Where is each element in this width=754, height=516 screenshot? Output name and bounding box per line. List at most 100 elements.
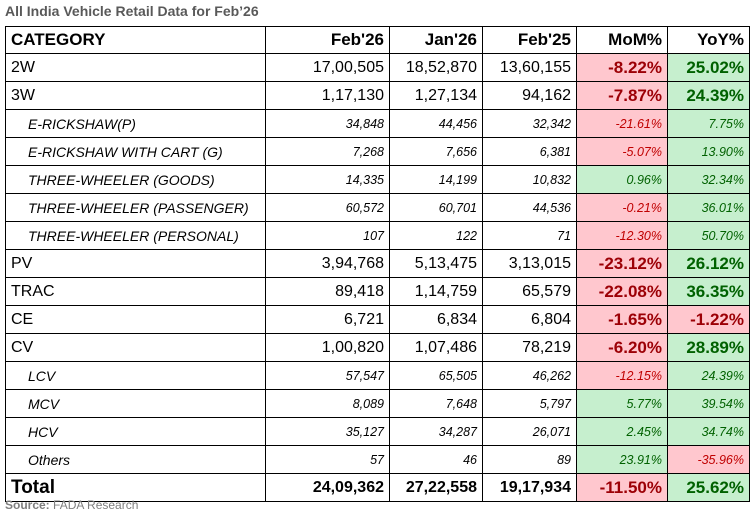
cell-feb26: 35,127: [265, 417, 390, 446]
table-row: MCV 8,089 7,648 5,797 5.77% 39.54%: [5, 389, 750, 418]
cell-mom: -22.08%: [576, 277, 668, 306]
cell-yoy: 32.34%: [667, 165, 750, 194]
cell-mom: -6.20%: [576, 333, 668, 362]
cell-yoy: 28.89%: [667, 333, 750, 362]
cell-feb26: 14,335: [265, 165, 390, 194]
cell-jan26: 5,13,475: [389, 249, 483, 278]
table-row: 2W 17,00,505 18,52,870 13,60,155 -8.22% 25.02…: [5, 53, 750, 82]
table-row: Others 57 46 89 23.91% -35.96%: [5, 445, 750, 474]
cell-yoy: 13.90%: [667, 137, 750, 166]
cell-feb26: 107: [265, 221, 390, 250]
cell-feb25: 94,162: [482, 81, 577, 110]
cell-mom: -1.65%: [576, 305, 668, 334]
cell-category: 2W: [5, 53, 266, 82]
retail-data-table: CATEGORY Feb'26 Jan'26 Feb'25 MoM% YoY% …: [5, 26, 750, 502]
cell-mom: -23.12%: [576, 249, 668, 278]
cell-mom: -5.07%: [576, 137, 668, 166]
cell-feb26: 89,418: [265, 277, 390, 306]
cell-feb25: 6,804: [482, 305, 577, 334]
cell-category: Total: [5, 473, 266, 502]
cell-mom: -11.50%: [576, 473, 668, 502]
header-jan26: Jan'26: [389, 26, 483, 54]
cell-jan26: 14,199: [389, 165, 483, 194]
cell-category: E-RICKSHAW(P): [5, 109, 266, 138]
cell-feb26: 24,09,362: [265, 473, 390, 502]
cell-mom: 23.91%: [576, 445, 668, 474]
cell-feb26: 17,00,505: [265, 53, 390, 82]
cell-mom: -0.21%: [576, 193, 668, 222]
source-text: FADA Research: [49, 498, 139, 512]
cell-yoy: 7.75%: [667, 109, 750, 138]
table-row: Total 24,09,362 27,22,558 19,17,934 -11.50% 2…: [5, 473, 750, 502]
cell-category: THREE-WHEELER (PASSENGER): [5, 193, 266, 222]
cell-mom: -8.22%: [576, 53, 668, 82]
table-row: HCV 35,127 34,287 26,071 2.45% 34.74%: [5, 417, 750, 446]
cell-category: 3W: [5, 81, 266, 110]
header-yoy: YoY%: [667, 26, 750, 54]
cell-category: THREE-WHEELER (GOODS): [5, 165, 266, 194]
cell-category: E-RICKSHAW WITH CART (G): [5, 137, 266, 166]
table-body: 2W 17,00,505 18,52,870 13,60,155 -8.22% 25.02…: [5, 53, 750, 502]
cell-category: TRAC: [5, 277, 266, 306]
cell-feb25: 26,071: [482, 417, 577, 446]
table-row: CE 6,721 6,834 6,804 -1.65% -1.22%: [5, 305, 750, 334]
cell-category: LCV: [5, 361, 266, 390]
cell-feb26: 34,848: [265, 109, 390, 138]
cell-jan26: 34,287: [389, 417, 483, 446]
cell-feb25: 65,579: [482, 277, 577, 306]
cell-feb26: 7,268: [265, 137, 390, 166]
cell-mom: -12.15%: [576, 361, 668, 390]
table-row: TRAC 89,418 1,14,759 65,579 -22.08% 36.35%: [5, 277, 750, 306]
cell-category: CV: [5, 333, 266, 362]
cell-mom: 2.45%: [576, 417, 668, 446]
cell-mom: -21.61%: [576, 109, 668, 138]
table-row: E-RICKSHAW(P) 34,848 44,456 32,342 -21.61% 7.…: [5, 109, 750, 138]
cell-feb25: 10,832: [482, 165, 577, 194]
source-label: Source:: [5, 498, 50, 512]
cell-jan26: 60,701: [389, 193, 483, 222]
cell-mom: -12.30%: [576, 221, 668, 250]
cell-feb25: 78,219: [482, 333, 577, 362]
cell-feb25: 6,381: [482, 137, 577, 166]
cell-feb26: 8,089: [265, 389, 390, 418]
cell-feb25: 5,797: [482, 389, 577, 418]
cell-jan26: 6,834: [389, 305, 483, 334]
header-row: CATEGORY Feb'26 Jan'26 Feb'25 MoM% YoY%: [5, 26, 750, 54]
cell-category: MCV: [5, 389, 266, 418]
cell-mom: 5.77%: [576, 389, 668, 418]
cell-yoy: 24.39%: [667, 81, 750, 110]
cell-yoy: 26.12%: [667, 249, 750, 278]
cell-feb26: 60,572: [265, 193, 390, 222]
table-row: E-RICKSHAW WITH CART (G) 7,268 7,656 6,381-…: [5, 137, 750, 166]
cell-jan26: 7,656: [389, 137, 483, 166]
cell-feb25: 19,17,934: [482, 473, 577, 502]
header-category: CATEGORY: [5, 26, 266, 54]
cell-category: HCV: [5, 417, 266, 446]
cell-category: Others: [5, 445, 266, 474]
cell-jan26: 65,505: [389, 361, 483, 390]
cell-yoy: 39.54%: [667, 389, 750, 418]
table-row: PV 3,94,768 5,13,475 3,13,015 -23.12% 26.12%: [5, 249, 750, 278]
header-feb25: Feb'25: [482, 26, 577, 54]
cell-category: PV: [5, 249, 266, 278]
cell-category: CE: [5, 305, 266, 334]
cell-jan26: 46: [389, 445, 483, 474]
cell-yoy: 34.74%: [667, 417, 750, 446]
cell-yoy: -35.96%: [667, 445, 750, 474]
cell-jan26: 44,456: [389, 109, 483, 138]
cell-jan26: 1,07,486: [389, 333, 483, 362]
header-mom: MoM%: [576, 26, 668, 54]
table-row: THREE-WHEELER (PERSONAL) 107 122 71 -12.30% 5…: [5, 221, 750, 250]
cell-yoy: 50.70%: [667, 221, 750, 250]
cell-jan26: 122: [389, 221, 483, 250]
table-row: THREE-WHEELER (PASSENGER) 60,572 60,701 44,…: [5, 193, 750, 222]
page-title: All India Vehicle Retail Data for Feb’26: [5, 3, 259, 19]
cell-feb25: 44,536: [482, 193, 577, 222]
table-row: 3W 1,17,130 1,27,134 94,162 -7.87% 24.39%: [5, 81, 750, 110]
cell-feb26: 1,17,130: [265, 81, 390, 110]
cell-jan26: 7,648: [389, 389, 483, 418]
table-row: THREE-WHEELER (GOODS) 14,335 14,199 10,832 0…: [5, 165, 750, 194]
cell-yoy: 36.35%: [667, 277, 750, 306]
cell-feb25: 46,262: [482, 361, 577, 390]
source-note: Source: FADA Research: [5, 498, 138, 512]
